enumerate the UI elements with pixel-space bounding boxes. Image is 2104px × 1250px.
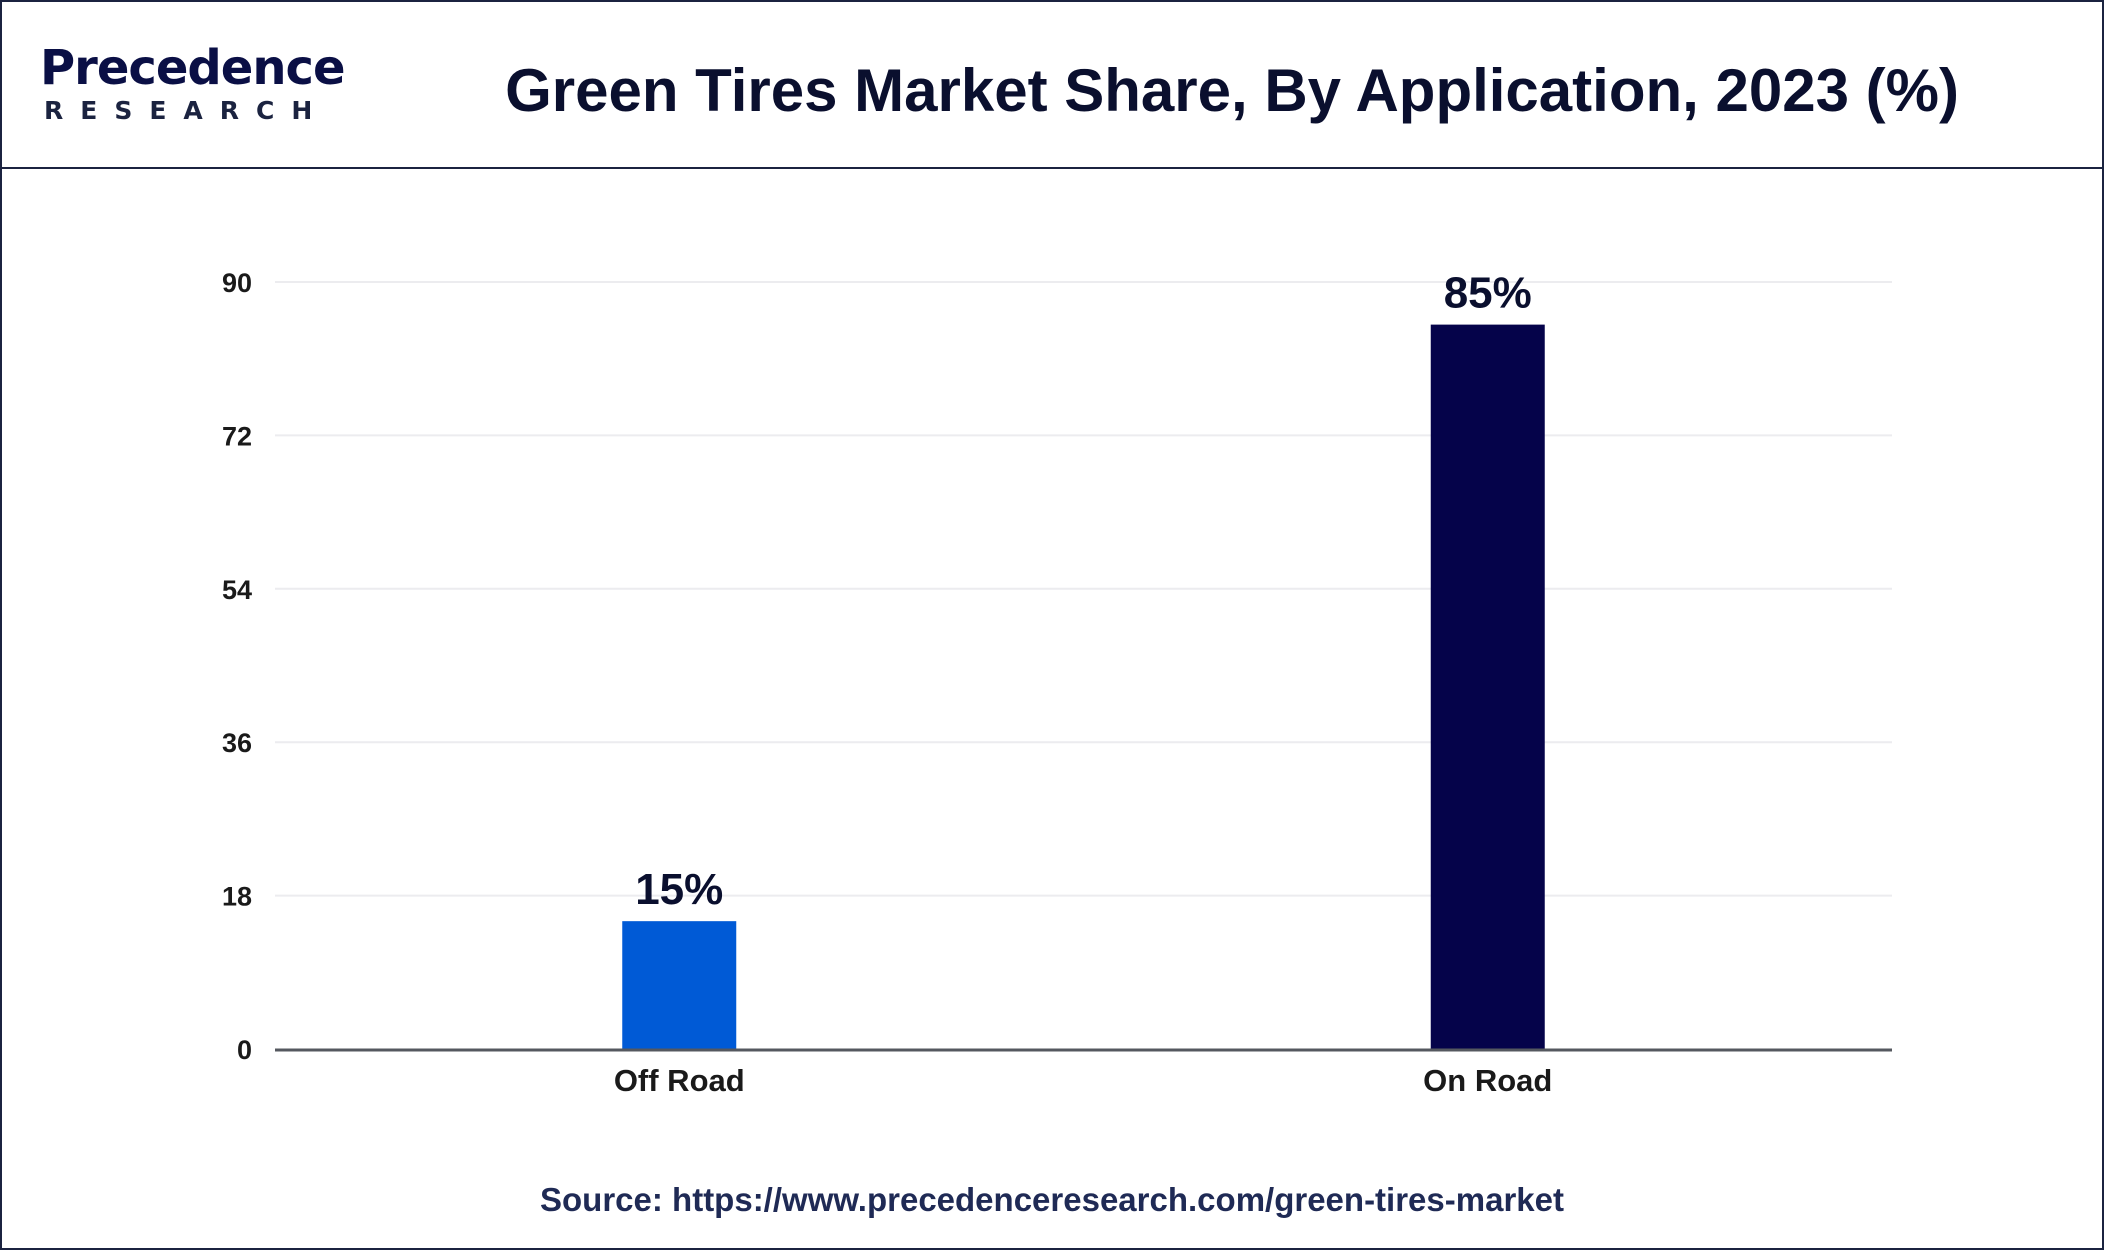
y-tick-label: 54 xyxy=(222,575,252,605)
y-tick-label: 90 xyxy=(222,268,252,298)
chart-title: Green Tires Market Share, By Application… xyxy=(505,57,1959,124)
bar-off-road xyxy=(622,921,737,1049)
y-axis-ticks: 0 18 36 54 72 90 xyxy=(222,268,252,1065)
precedence-research-logo: Precedence RESEARCH xyxy=(40,40,346,130)
source-note: Source: https://www.precedenceresearch.c… xyxy=(540,1181,1564,1218)
data-label: 85% xyxy=(1444,269,1532,318)
bars xyxy=(622,324,1545,1050)
data-labels: 15% 85% xyxy=(635,269,1532,915)
header: Precedence RESEARCH Green Tires Market S… xyxy=(2,2,2102,169)
bar-chart: 0 18 36 54 72 90 15% 85% Off Road On Road xyxy=(222,268,1892,1098)
y-tick-label: 0 xyxy=(237,1035,252,1065)
x-tick-label: On Road xyxy=(1423,1063,1552,1098)
logo-subtitle: RESEARCH xyxy=(44,96,330,125)
x-axis-ticks: Off Road On Road xyxy=(614,1063,1553,1098)
y-tick-label: 36 xyxy=(222,728,252,758)
y-tick-label: 72 xyxy=(222,421,252,451)
logo-wordmark: Precedence xyxy=(40,40,346,96)
x-tick-label: Off Road xyxy=(614,1063,745,1098)
data-label: 15% xyxy=(635,865,723,914)
y-tick-label: 18 xyxy=(222,882,252,912)
grid-lines xyxy=(275,281,1892,897)
bar-on-road xyxy=(1430,324,1545,1050)
